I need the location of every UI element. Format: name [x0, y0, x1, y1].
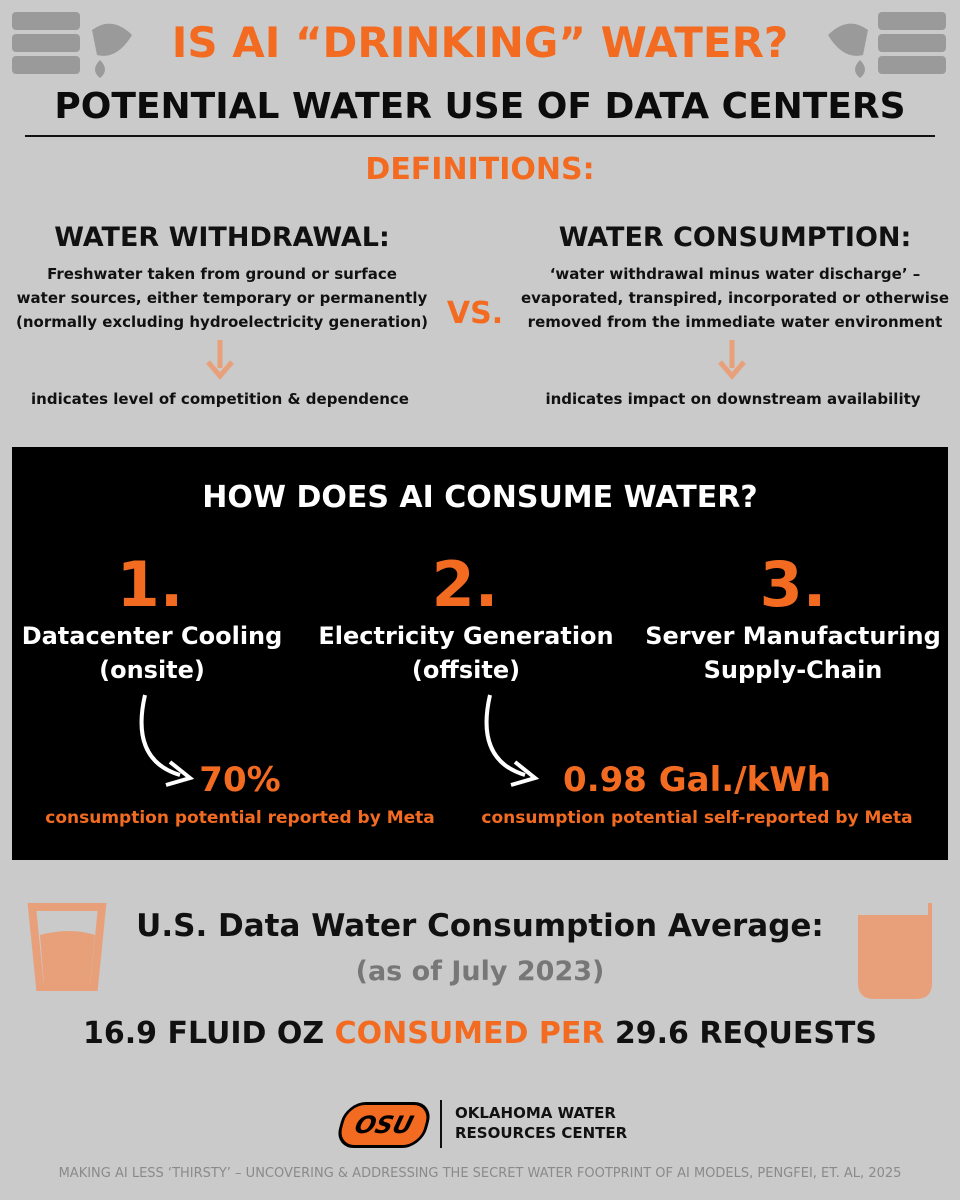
org-line: RESOURCES CENTER	[455, 1124, 628, 1142]
right-line: removed from the immediate water environ…	[527, 313, 943, 331]
stat: 0.98 Gal./kWh	[563, 760, 831, 800]
curved-arrows	[139, 694, 540, 787]
stat-note: consumption potential reported by Meta	[45, 808, 435, 828]
right-line: evaporated, transpired, incorporated or …	[520, 289, 950, 307]
left-title: WATER WITHDRAWAL:	[54, 222, 390, 253]
summary-stat: 16.9 FLUID OZ CONSUMED PER 29.6 REQUESTS	[83, 1016, 877, 1051]
requests: 29.6 REQUESTS	[614, 1016, 878, 1051]
panel-bg	[12, 447, 948, 860]
left-note: indicates level of competition & depende…	[31, 390, 409, 408]
down-arrows	[206, 340, 746, 380]
right-title: WATER CONSUMPTION:	[558, 222, 912, 253]
step-number: 1.	[116, 548, 184, 621]
title: IS AI “DRINKING” WATER?	[171, 18, 789, 67]
left-line: water sources, either temporary or perma…	[16, 289, 428, 307]
amount: 16.9 FLUID OZ	[82, 1016, 325, 1051]
server-icon-left	[12, 12, 132, 79]
step-label: Supply-Chain	[703, 656, 883, 684]
panel-title: HOW DOES AI CONSUME WATER?	[202, 480, 758, 515]
step-number: 2.	[431, 548, 499, 621]
right-note: indicates impact on downstream availabil…	[545, 390, 921, 408]
left-line: Freshwater taken from ground or surface	[47, 265, 397, 283]
server-icon-right	[828, 12, 946, 79]
stat-note: consumption potential self-reported by M…	[481, 808, 913, 828]
glass-icons	[27, 903, 932, 999]
subtitle: POTENTIAL WATER USE OF DATA CENTERS	[54, 86, 906, 127]
definitions-heading: DEFINITIONS:	[365, 152, 595, 187]
step-label: (offsite)	[411, 656, 521, 684]
stat: 70%	[199, 760, 281, 800]
vs: VS.	[446, 296, 504, 331]
step-label: Datacenter Cooling	[21, 622, 283, 650]
summary-title: U.S. Data Water Consumption Average:	[136, 908, 824, 944]
summary-date: (as of July 2023)	[355, 956, 605, 987]
citation: MAKING AI LESS ‘THIRSTY’ – UNCOVERING & …	[58, 1166, 902, 1181]
right-line: ‘water withdrawal minus water discharge’…	[549, 265, 921, 283]
step-label: Electricity Generation	[318, 622, 614, 650]
step-number: 3.	[759, 548, 827, 621]
left-line: (normally excluding hydroelectricity gen…	[16, 313, 428, 331]
logo-divider	[440, 1100, 442, 1148]
step-label: (onsite)	[99, 656, 205, 684]
org-line: OKLAHOMA WATER	[455, 1104, 616, 1122]
middle: CONSUMED PER	[334, 1016, 605, 1051]
step-label: Server Manufacturing	[645, 622, 941, 650]
